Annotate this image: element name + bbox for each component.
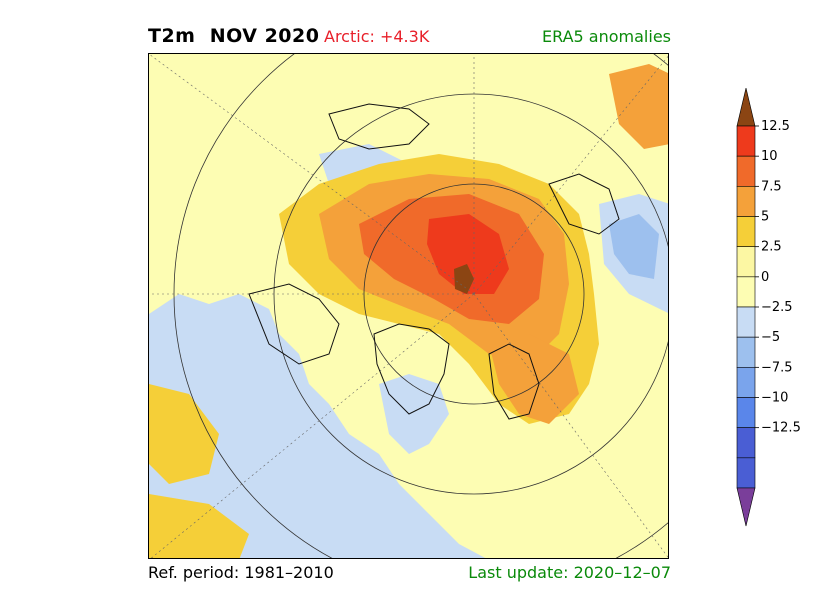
polar-map [148,53,669,559]
colorbar-segment [736,306,756,338]
warm-patch-scandinavia [489,334,579,424]
colorbar-segment [736,246,756,278]
colorbar-tick-label: 0 [761,270,769,285]
colorbar-top-cap [736,87,756,127]
colorbar-segment [736,397,756,428]
longitude-lines [149,54,668,558]
colorbar-tick-label: 12.5 [761,119,790,134]
arctic-anomaly: Arctic: +4.3K [324,27,430,46]
colorbar-segment [736,155,756,187]
colorbar-tick-label: 7.5 [761,179,782,194]
last-update: Last update: 2020–12–07 [468,563,671,582]
colorbar-segment [736,457,756,489]
title-variable: T2m [148,25,196,47]
colorbar-segment [736,336,756,368]
colorbar-segment [736,125,756,157]
colorbar-segment [736,427,756,459]
cool-region-north-america [149,294,486,558]
warm-patch-southwest [149,494,249,558]
coastlines [248,103,620,420]
colorbar-segment [736,186,756,217]
colorbar-tick-label: 10 [761,149,778,164]
warm-patch-alaska [149,384,219,484]
colorbar-svg: 12.5 10 7.5 5 2.5 0 −2.5 −5 −7.5 −10 −12.5 [736,87,801,527]
warm-region-core [454,264,474,294]
colorbar-tick-label: 5 [761,210,769,225]
colorbar-segment [736,367,756,398]
colorbar-bottom-cap [736,487,756,527]
colorbar-segment [736,276,756,308]
map-title: T2m NOV 2020 [148,25,319,47]
colorbar-tick-label: 2.5 [761,240,782,255]
colorbar-tick-label: −5 [761,330,780,345]
colorbar-tick-label: −7.5 [761,360,793,375]
warm-region-peak [427,214,509,294]
colorbar: 12.5 10 7.5 5 2.5 0 −2.5 −5 −7.5 −10 −12.5 [735,87,819,528]
cool-region-greenland-sea [379,374,449,454]
cool-region-siberia-deep [609,214,659,279]
warm-patch-far-east [609,64,668,149]
reference-period: Ref. period: 1981–2010 [148,563,334,582]
colorbar-segment [736,216,756,247]
title-period: NOV 2020 [209,25,320,47]
colorbar-tick-label: −10 [761,391,788,406]
map-canvas [149,54,668,558]
colorbar-tick-label: −12.5 [761,421,801,436]
colorbar-tick-label: −2.5 [761,300,793,315]
data-source: ERA5 anomalies [542,27,671,46]
